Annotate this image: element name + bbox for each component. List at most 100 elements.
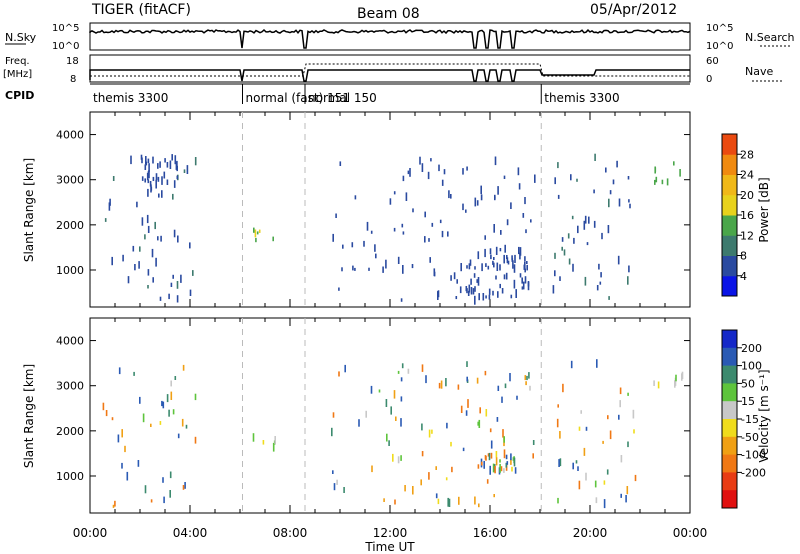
power-data-mark [433, 271, 436, 277]
velocity-data-mark [479, 407, 481, 414]
power-data-mark [441, 179, 444, 186]
velocity-data-mark [578, 426, 581, 431]
velocity-colorbar-tick-label: -15 [741, 413, 759, 426]
velocity-data-mark [484, 370, 487, 376]
power-data-mark [487, 265, 490, 270]
velocity-data-mark [595, 497, 598, 504]
velocity-data-mark [451, 466, 453, 473]
power-color-band [722, 235, 737, 256]
velocity-data-mark [494, 465, 496, 474]
power-data-mark [567, 233, 570, 239]
freq-panel: Freq. [MHz] 18 8 60 0 Nave [3, 54, 782, 85]
power-data-mark [514, 254, 516, 263]
velocity-colorbar-tick-label: 100 [741, 360, 762, 373]
power-data-mark [500, 230, 502, 235]
power-data-mark [513, 264, 516, 273]
power-data-mark [521, 286, 524, 290]
power-data-mark [136, 201, 138, 208]
y-tick-label: 2000 [56, 425, 84, 438]
power-data-mark [495, 275, 497, 280]
velocity-colorbar-tick-label: 200 [741, 342, 762, 355]
velocity-data-mark [435, 493, 438, 499]
velocity-color-band [722, 347, 737, 367]
velocity-data-mark [400, 418, 402, 427]
velocity-data-mark [162, 401, 165, 409]
velocity-data-mark [386, 433, 388, 442]
velocity-data-mark [619, 387, 622, 395]
power-data-mark [482, 293, 485, 301]
y-tick-label: 4000 [56, 129, 84, 142]
power-data-mark [594, 153, 596, 161]
velocity-data-mark [365, 410, 367, 418]
power-data-mark [172, 274, 174, 279]
velocity-data-mark [332, 412, 335, 418]
power-data-mark [342, 244, 344, 249]
power-data-mark [428, 238, 430, 242]
velocity-data-mark [445, 378, 447, 387]
velocity-data-mark [401, 363, 404, 369]
velocity-color-band [722, 365, 737, 384]
power-data-mark [467, 290, 470, 296]
power-data-mark [493, 262, 495, 268]
power-data-mark [450, 275, 452, 281]
velocity-data-mark [370, 385, 373, 394]
velocity-color-band [722, 401, 737, 420]
cpid-segment-label: normal 150 [308, 91, 377, 105]
power-data-mark [609, 190, 612, 195]
velocity-data-mark [437, 498, 440, 505]
power-data-mark [495, 246, 498, 255]
power-data-mark [563, 249, 566, 256]
power-colorbar-tick-label: 20 [740, 189, 754, 202]
velocity-data-mark [169, 490, 171, 498]
power-data-mark [628, 199, 630, 203]
power-data-mark [571, 215, 574, 220]
cpid-segment-label: themis 3300 [93, 91, 168, 105]
velocity-data-mark [137, 460, 140, 467]
velocity-data-mark [657, 381, 660, 389]
power-data-mark [465, 286, 468, 292]
velocity-data-mark [632, 409, 635, 419]
power-data-mark [389, 198, 392, 205]
power-data-mark [494, 194, 496, 199]
power-data-mark [559, 276, 561, 281]
power-data-mark [145, 156, 147, 165]
velocity-data-mark [383, 498, 385, 502]
power-data-mark [385, 259, 387, 269]
velocity-data-mark [431, 429, 433, 434]
velocity-data-mark [603, 480, 606, 485]
power-data-mark [453, 272, 456, 280]
power-data-mark [577, 225, 579, 234]
velocity-data-mark [575, 460, 578, 464]
power-colorbar-tick-label: 4 [740, 270, 747, 283]
power-data-mark [554, 252, 556, 259]
velocity-data-mark [447, 497, 449, 507]
power-data-mark [561, 237, 564, 242]
velocity-data-mark [172, 409, 175, 415]
velocity-data-mark [627, 392, 629, 396]
power-data-mark [141, 217, 144, 226]
velocity-data-mark [495, 451, 498, 458]
velocity-data-mark [142, 413, 145, 423]
velocity-data-mark [478, 419, 481, 428]
power-data-mark [174, 155, 177, 165]
power-data-mark [375, 253, 377, 259]
velocity-data-mark [626, 486, 629, 495]
power-colorbar-tick-label: 8 [740, 250, 747, 263]
velocity-data-mark [506, 461, 509, 465]
velocity-data-mark [185, 424, 188, 429]
velocity-data-mark [397, 370, 400, 374]
power-data-mark [157, 163, 159, 169]
velocity-colorbar-tick-label: 15 [741, 395, 755, 408]
power-data-mark [155, 173, 158, 181]
cpid-panel: CPID themis 3300 normal (fast) 151normal … [5, 83, 690, 105]
power-data-mark [478, 293, 480, 301]
power-data-mark [109, 198, 111, 206]
power-data-mark [480, 194, 483, 201]
power-data-mark [513, 279, 516, 289]
freq-unit: [MHz] [3, 69, 32, 80]
power-data-mark [468, 263, 471, 270]
power-data-mark [176, 295, 179, 303]
power-data-mark [655, 176, 658, 183]
power-data-mark [586, 242, 589, 246]
